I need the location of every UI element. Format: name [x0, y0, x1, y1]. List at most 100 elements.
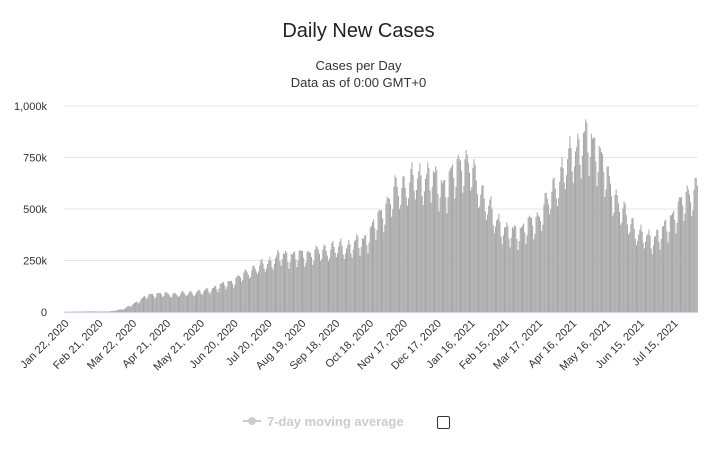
- bar: [362, 238, 364, 312]
- bar: [283, 253, 285, 312]
- bar: [377, 211, 379, 312]
- y-tick-label: 250k: [23, 256, 47, 268]
- bar: [326, 255, 328, 312]
- bar: [597, 172, 599, 312]
- bar: [641, 231, 643, 312]
- bar: [294, 251, 296, 312]
- bar: [332, 241, 334, 312]
- bar: [374, 228, 376, 312]
- bar: [549, 214, 551, 312]
- bar: [378, 209, 380, 312]
- chart-title: Daily New Cases: [282, 20, 435, 42]
- bar: [613, 212, 615, 312]
- bar: [494, 226, 496, 312]
- bar: [512, 228, 515, 312]
- bar: [246, 272, 248, 312]
- bar: [598, 145, 600, 312]
- bar: [413, 190, 415, 312]
- bar: [344, 253, 346, 312]
- bar: [552, 179, 554, 312]
- bar: [465, 149, 467, 312]
- bar: [576, 147, 578, 312]
- bar: [140, 298, 142, 312]
- bar: [690, 202, 692, 312]
- bar: [608, 175, 610, 312]
- bar: [531, 217, 533, 312]
- bar: [410, 169, 412, 312]
- bar: [161, 294, 163, 312]
- bar: [206, 287, 208, 312]
- bar: [473, 159, 475, 312]
- bar: [616, 195, 618, 312]
- bar: [466, 154, 468, 312]
- moving-average-checkbox[interactable]: [437, 416, 450, 429]
- bar: [528, 215, 530, 312]
- bar: [208, 292, 210, 312]
- bar: [449, 168, 451, 312]
- bar: [596, 186, 598, 312]
- bar: [165, 291, 167, 312]
- bar: [431, 186, 433, 312]
- bar: [532, 225, 534, 312]
- bar: [527, 217, 529, 312]
- bar: [564, 189, 566, 312]
- bar: [128, 305, 130, 312]
- legend-line-marker-icon: [243, 417, 261, 425]
- bar: [221, 282, 223, 312]
- bar: [270, 260, 272, 312]
- bar: [210, 291, 212, 312]
- bar: [406, 205, 408, 312]
- bar: [148, 293, 150, 312]
- bar: [561, 157, 563, 312]
- bar: [629, 232, 631, 312]
- bar: [430, 202, 432, 312]
- bar: [429, 190, 431, 312]
- bar: [224, 285, 226, 312]
- bar: [519, 227, 521, 312]
- bar: [269, 256, 271, 312]
- bar: [453, 177, 455, 312]
- bar: [522, 225, 524, 312]
- bar: [403, 176, 405, 312]
- bar: [146, 299, 148, 312]
- bar: [327, 260, 329, 312]
- bar: [536, 212, 538, 312]
- bar: [89, 311, 91, 312]
- bar: [307, 250, 309, 312]
- bar: [444, 180, 446, 312]
- bar: [387, 198, 389, 312]
- bar: [137, 302, 139, 312]
- bar: [418, 171, 420, 312]
- bar: [498, 213, 500, 312]
- bar: [167, 293, 169, 312]
- bar: [192, 295, 194, 312]
- bar: [225, 289, 227, 312]
- bar: [476, 194, 478, 312]
- bar: [220, 283, 222, 312]
- bar: [330, 249, 332, 312]
- bar: [516, 238, 518, 312]
- bar: [355, 239, 357, 312]
- bar: [634, 238, 636, 312]
- bar: [124, 308, 126, 312]
- bar: [673, 210, 675, 312]
- bar: [102, 311, 104, 312]
- bar: [155, 296, 157, 312]
- bar: [678, 197, 680, 312]
- bar: [214, 286, 216, 312]
- bar: [194, 294, 196, 312]
- bar: [229, 281, 231, 312]
- bar: [141, 298, 143, 312]
- bar: [320, 261, 322, 312]
- bar: [170, 297, 172, 312]
- bar: [313, 261, 315, 312]
- bar: [329, 258, 331, 312]
- bar: [123, 309, 125, 312]
- legend-item-moving-average[interactable]: 7-day moving average: [243, 411, 404, 431]
- bar: [545, 192, 547, 312]
- bar: [395, 178, 397, 312]
- bar: [364, 235, 366, 312]
- y-tick-label: 1,000k: [14, 101, 48, 113]
- bar: [96, 311, 98, 312]
